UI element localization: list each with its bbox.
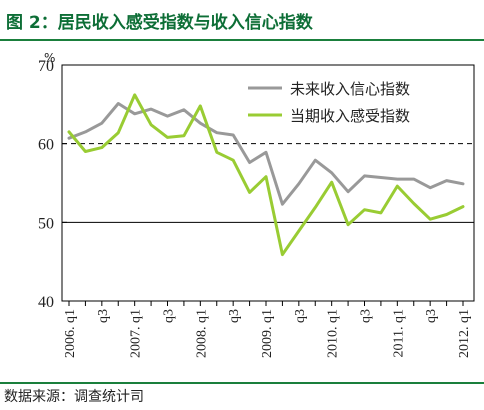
x-tick-label: 2010. q1 (326, 309, 341, 358)
x-tick-label: q3 (359, 309, 374, 323)
x-tick-label: q3 (227, 309, 242, 323)
source-value: 调查统计司 (74, 389, 144, 405)
plot-frame (61, 64, 475, 302)
source-rule (0, 382, 484, 384)
axes-layer (61, 64, 475, 306)
x-tick-label: 2012. q1 (457, 309, 472, 358)
x-tick-label: q3 (162, 309, 177, 323)
legend-label-current: 当期收入感受指数 (290, 107, 410, 125)
chart-area: 未来收入信心指数 当期收入感受指数 40 50 60 70% 2006. q1 q3 2007… (0, 41, 484, 381)
y-tick-label: 40 (38, 294, 54, 311)
x-tick-label: 2008. q1 (194, 309, 209, 358)
figure-title-bar: 图 2：居民收入感受指数与收入信心指数 (0, 0, 484, 41)
y-tick-label: 50 (38, 215, 54, 232)
source-note: 数据来源：调查统计司 (4, 386, 144, 406)
figure-caption: 图 2：居民收入感受指数与收入信心指数 (6, 13, 313, 33)
y-tick-label: 70 (38, 58, 54, 75)
reference-lines (62, 143, 474, 223)
x-tick-label: 2011. q1 (391, 309, 406, 357)
x-tick-label: q3 (424, 309, 439, 323)
tick-labels: 40 50 60 70% 2006. q1 q3 2007. q1 q3 2008. q1 q3 2… (38, 51, 472, 358)
x-tick-label: 2006. q1 (63, 309, 78, 358)
series-line-confidence (67, 102, 465, 206)
series-line-current (67, 93, 465, 257)
x-tick-label: q3 (96, 309, 111, 323)
title-rule (0, 39, 484, 41)
source-label: 数据来源： (4, 389, 74, 405)
legend-label-confidence: 未来收入信心指数 (290, 80, 410, 98)
x-tick-label: 2007. q1 (129, 309, 144, 358)
x-tick-label: 2009. q1 (260, 309, 275, 358)
series-layer (67, 93, 465, 257)
x-tick-label: q3 (293, 309, 308, 323)
y-unit-label: % (44, 51, 55, 65)
y-tick-label: 60 (38, 137, 54, 154)
